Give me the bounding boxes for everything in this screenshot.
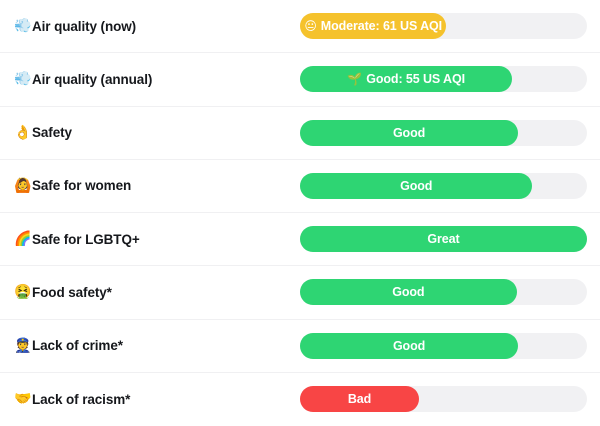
rating-bar-track: Good	[300, 332, 587, 359]
rating-bar-track: Good	[300, 119, 587, 146]
rating-bar-fill	[300, 66, 513, 93]
row-label-cell: 👌 Safety	[0, 125, 300, 140]
rating-bar-track: Bad	[300, 386, 587, 413]
rating-bar-cell: Good	[300, 119, 600, 146]
rating-bar-fill	[300, 386, 420, 413]
rating-bar-cell: 🌱 Good: 55 US AQI	[300, 66, 600, 93]
table-row[interactable]: 💨 Air quality (now) 😐 Moderate: 61 US AQI	[0, 0, 600, 54]
rating-bar-track: Good	[300, 279, 587, 306]
table-row[interactable]: 💨 Air quality (annual) 🌱 Good: 55 US AQI	[0, 53, 600, 107]
rating-bar-fill	[300, 226, 587, 253]
rating-bar-track: 😐 Moderate: 61 US AQI	[300, 13, 587, 40]
rating-bar-cell: 😐 Moderate: 61 US AQI	[300, 13, 600, 40]
rating-bar-track: Good	[300, 172, 587, 199]
table-row[interactable]: 🌈 Safe for LGBTQ+ Great	[0, 213, 600, 267]
row-label: Lack of racism*	[32, 391, 131, 407]
row-label: Lack of crime*	[32, 338, 123, 354]
table-row[interactable]: 🙆 Safe for women Good	[0, 160, 600, 213]
rating-bar-cell: Good	[300, 172, 600, 199]
row-label-cell: 🌈 Safe for LGBTQ+	[0, 232, 300, 247]
row-label: Food safety*	[32, 284, 112, 300]
row-label: Air quality (now)	[32, 18, 137, 34]
row-label-cell: 🤮 Food safety*	[0, 285, 300, 300]
row-label: Safe for LGBTQ+	[32, 231, 140, 247]
rating-bar-fill	[300, 172, 533, 199]
rating-bar-fill	[300, 332, 519, 359]
face-vomiting-icon: 🤮	[14, 284, 32, 301]
row-label: Safe for women	[32, 178, 132, 194]
rating-bar-track: Great	[300, 226, 587, 253]
dashing-away-icon: 💨	[14, 18, 32, 35]
row-label-cell: 💨 Air quality (now)	[0, 19, 300, 34]
rating-bar-cell: Bad	[300, 386, 600, 413]
rating-bar-fill	[300, 119, 519, 146]
rating-bar-cell: Great	[300, 226, 600, 253]
rating-bar-fill	[300, 13, 447, 40]
table-row[interactable]: 🤮 Food safety* Good	[0, 266, 600, 320]
person-gesturing-ok-icon: 🙆	[14, 177, 32, 194]
row-label-cell: 🙆 Safe for women	[0, 178, 300, 193]
police-officer-icon: 👮	[14, 337, 32, 354]
row-label: Safety	[32, 125, 72, 141]
ok-hand-icon: 👌	[14, 124, 32, 141]
table-row[interactable]: 🤝 Lack of racism* Bad	[0, 373, 600, 426]
handshake-icon: 🤝	[14, 391, 32, 408]
table-row[interactable]: 👌 Safety Good	[0, 107, 600, 160]
rating-bar-track: 🌱 Good: 55 US AQI	[300, 66, 587, 93]
rainbow-icon: 🌈	[14, 231, 32, 248]
row-label: Air quality (annual)	[32, 71, 153, 87]
rating-bar-fill	[300, 279, 517, 306]
rating-bar-cell: Good	[300, 279, 600, 306]
row-label-cell: 💨 Air quality (annual)	[0, 72, 300, 87]
rating-bar-cell: Good	[300, 332, 600, 359]
row-label-cell: 👮 Lack of crime*	[0, 338, 300, 353]
row-label-cell: 🤝 Lack of racism*	[0, 392, 300, 407]
table-row[interactable]: 👮 Lack of crime* Good	[0, 320, 600, 373]
dashing-away-icon: 💨	[14, 71, 32, 88]
